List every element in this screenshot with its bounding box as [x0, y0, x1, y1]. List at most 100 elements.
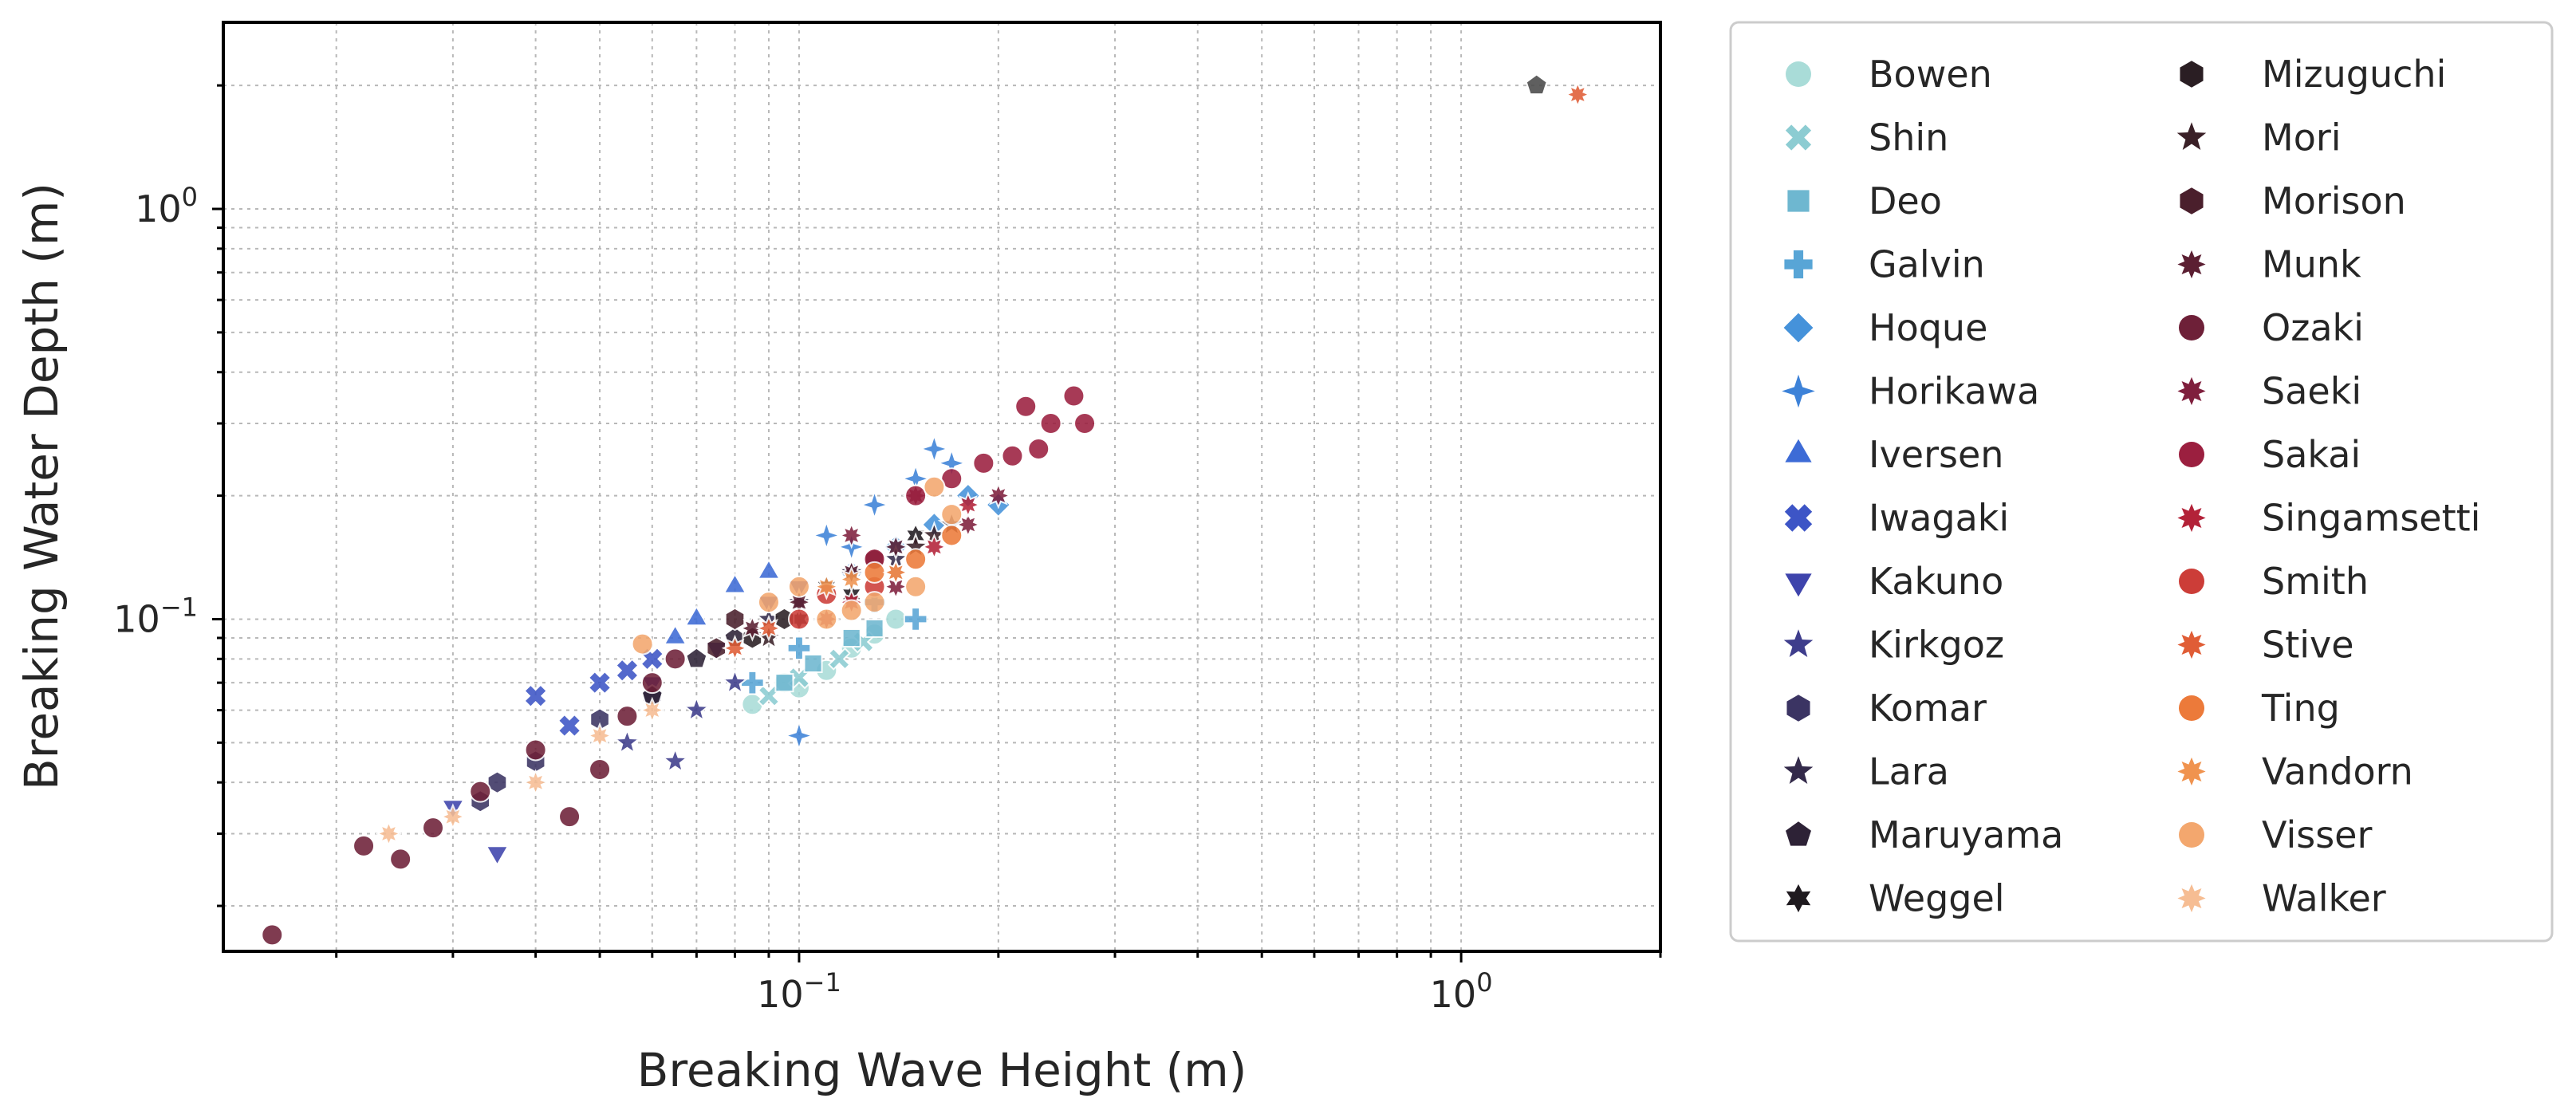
y-tick-label-exponent: −1	[160, 592, 198, 622]
point-horikawa-shape	[858, 488, 891, 522]
point-sakai-shape	[1062, 384, 1085, 407]
point-saeki	[954, 511, 982, 538]
point-iwagaki-shape	[557, 713, 582, 738]
point-sakai	[1001, 444, 1024, 467]
point-maruyama	[685, 647, 708, 669]
legend-marker-ozaki	[2179, 315, 2204, 340]
point-saeki-shape	[954, 511, 982, 538]
x-tick-label: 10−1	[757, 967, 841, 1016]
legend-marker-stive-shape	[2177, 630, 2206, 659]
point-iwagaki-shape	[523, 683, 548, 709]
point-iwagaki-shape	[615, 658, 640, 683]
point-visser	[840, 599, 863, 622]
legend-label-maruyama: Maruyama	[1869, 813, 2063, 856]
legend-label-mizuguchi: Mizuguchi	[2262, 53, 2446, 96]
y-axis-label: Breaking Water Depth (m)	[14, 183, 69, 790]
legend-marker-stive	[2177, 630, 2206, 659]
legend-marker-deo	[1787, 190, 1810, 212]
legend-marker-kirkgoz-shape	[1783, 629, 1814, 658]
point-ting	[904, 548, 928, 571]
legend-marker-lara-shape	[1783, 756, 1814, 785]
data-points	[261, 73, 1592, 947]
y-tick-label-base: 10	[113, 597, 160, 640]
legend-marker-hoque-shape	[1783, 313, 1814, 343]
point-visser-shape	[757, 591, 780, 614]
point-kirkgoz	[612, 727, 641, 755]
legend-marker-ozaki-shape	[2179, 315, 2204, 340]
legend-marker-iwagaki-shape	[1784, 504, 1813, 532]
point-morison-shape	[724, 607, 746, 632]
y-tick-label-exponent: 0	[182, 182, 198, 212]
point-saeki	[882, 573, 910, 600]
point-deo-shape	[774, 673, 794, 693]
legend-marker-morison-shape	[2180, 187, 2204, 215]
point-ozaki-shape	[389, 848, 412, 871]
point-ozaki	[389, 848, 412, 871]
point-ozaki-shape	[616, 705, 639, 728]
legend-marker-galvin-shape	[1784, 250, 1813, 279]
legend-marker-sakai	[2179, 442, 2204, 467]
point-komar	[486, 770, 508, 794]
legend-marker-singamsetti-shape	[2177, 503, 2206, 533]
point-galvin	[786, 636, 812, 661]
point-sakai	[904, 484, 928, 507]
point-ozaki-shape	[469, 780, 492, 803]
point-smith	[787, 608, 810, 631]
legend-label-iwagaki: Iwagaki	[1869, 497, 2009, 540]
point-visser-shape	[787, 575, 810, 598]
legend-marker-bowen	[1786, 61, 1811, 87]
point-visser	[940, 503, 963, 526]
point-horikawa	[782, 719, 816, 752]
point-iwagaki	[557, 713, 582, 738]
legend-label-hoque: Hoque	[1869, 306, 1987, 349]
point-morison	[724, 607, 746, 632]
legend-marker-sakai-shape	[2179, 442, 2204, 467]
point-munk	[739, 615, 766, 642]
point-munk-shape	[882, 533, 910, 561]
legend-label-vandorn: Vandorn	[2262, 750, 2413, 793]
legend-marker-horikawa	[1782, 374, 1815, 408]
point-singamsetti-shape	[920, 533, 948, 561]
x-tick-label-exponent: −1	[804, 967, 841, 998]
point-vandorn	[837, 565, 865, 593]
point-ozaki	[524, 738, 547, 762]
point-visser-shape	[923, 475, 946, 498]
point-walker-shape	[638, 696, 666, 724]
point-munk	[882, 533, 910, 561]
point-deo	[774, 673, 794, 693]
point-iwagaki	[523, 683, 548, 709]
point-bowen	[741, 693, 764, 716]
point-deo-shape	[841, 628, 861, 648]
legend-marker-ting-shape	[2179, 695, 2204, 721]
x-tick-label-exponent: 0	[1476, 967, 1492, 998]
point-iversen-shape	[723, 573, 747, 594]
legend-marker-kirkgoz	[1783, 629, 1814, 658]
point-ting	[940, 524, 963, 547]
point-stive-shape	[755, 615, 782, 642]
legend-marker-shin	[1785, 124, 1812, 151]
legend-marker-maruyama	[1786, 821, 1811, 846]
point-sakai-shape	[972, 451, 995, 474]
point-saeki	[837, 522, 865, 549]
point-ting-shape	[904, 548, 928, 571]
legend-marker-galvin	[1784, 250, 1813, 279]
legend-marker-mizuguchi-shape	[2180, 61, 2204, 88]
point-walker-shape	[439, 803, 467, 831]
point-ozaki	[353, 834, 376, 857]
legend-label-kirkgoz: Kirkgoz	[1869, 624, 2004, 667]
point-visser	[631, 632, 654, 655]
point-saeki-shape	[882, 573, 910, 600]
x-tick-label-base: 10	[757, 973, 804, 1016]
point-saeki-shape	[837, 522, 865, 549]
point-kirkgoz-shape	[720, 667, 750, 695]
point-visser	[757, 591, 780, 614]
x-tick-label: 100	[1430, 967, 1493, 1016]
legend-marker-horikawa-shape	[1782, 374, 1815, 408]
point-horikawa-shape	[782, 719, 816, 752]
point-sakai-shape	[904, 484, 928, 507]
point-saeki-shape	[984, 482, 1012, 510]
point-iversen	[756, 558, 782, 580]
legend-marker-munk-shape	[2177, 250, 2206, 279]
point-singamsetti-shape	[954, 491, 982, 518]
point-kirkgoz-shape	[612, 727, 641, 755]
